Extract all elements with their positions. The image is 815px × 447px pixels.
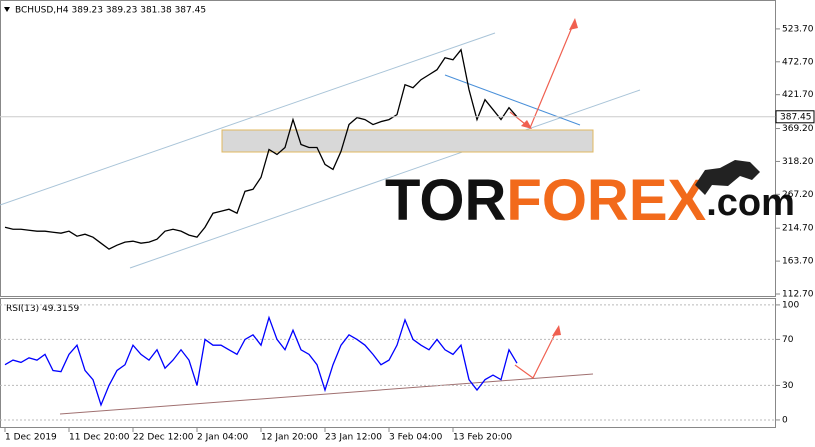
- x-tick-label: 13 Feb 20:00: [453, 433, 512, 443]
- watermark-part: TOR: [385, 168, 506, 233]
- y-tick-label: 112.70: [782, 290, 814, 300]
- y-tick-label: 318.20: [782, 157, 814, 167]
- y-tick-label: 163.70: [782, 257, 814, 267]
- x-tick-label: 11 Dec 20:00: [69, 433, 130, 443]
- x-tick-label: 22 Dec 12:00: [133, 433, 194, 443]
- bull-icon: [695, 160, 760, 195]
- chart-title: BCHUSD,H4 389.23 389.23 381.38 387.45: [15, 6, 206, 16]
- data-line: [4, 315, 518, 407]
- arrow-head: [569, 18, 578, 30]
- y-tick-label: 30: [782, 381, 794, 391]
- x-tick-label: 2 Jan 04:00: [197, 433, 249, 443]
- rsi-forecast-arrow: [514, 327, 559, 379]
- arrow-head: [521, 120, 532, 129]
- arrow-head: [552, 325, 561, 336]
- y-tick-label: 100: [782, 300, 799, 310]
- watermark-part: .com: [706, 182, 795, 224]
- x-tick-label: 1 Dec 2019: [5, 433, 57, 443]
- y-tick-label: 0: [782, 415, 788, 425]
- rsi-value: 49.3159: [42, 304, 79, 314]
- watermark: TORFOREX.com: [385, 168, 795, 233]
- x-tick-label: 12 Jan 20:00: [261, 433, 318, 443]
- support-zone: [221, 129, 594, 153]
- x-tick-label: 3 Feb 04:00: [389, 433, 443, 443]
- y-tick-label: 70: [782, 335, 794, 345]
- data-line: [4, 48, 518, 250]
- channel-upper: [0, 32, 496, 206]
- rsi-name: RSI(13): [6, 304, 39, 314]
- y-tick-label: 267.20: [782, 190, 814, 200]
- y-tick-label: 472.70: [782, 57, 814, 67]
- y-tick-label: 421.70: [782, 90, 814, 100]
- rsi-panel: [0, 298, 776, 428]
- x-tick-label: 23 Jan 12:00: [325, 433, 382, 443]
- price-panel: [0, 0, 776, 297]
- rsi-title: RSI(13) 49.3159: [6, 304, 79, 314]
- watermark-part: FOREX: [506, 168, 706, 233]
- y-tick-label: 369.20: [782, 124, 814, 134]
- y-tick-label: 523.70: [782, 24, 814, 34]
- rsi-trend-line: [59, 373, 594, 415]
- price-label: 387.45: [780, 112, 812, 122]
- price-label-box: [775, 110, 815, 124]
- channel-lower: [129, 89, 641, 269]
- title-marker: [4, 7, 10, 12]
- y-tick-label: 214.70: [782, 224, 814, 234]
